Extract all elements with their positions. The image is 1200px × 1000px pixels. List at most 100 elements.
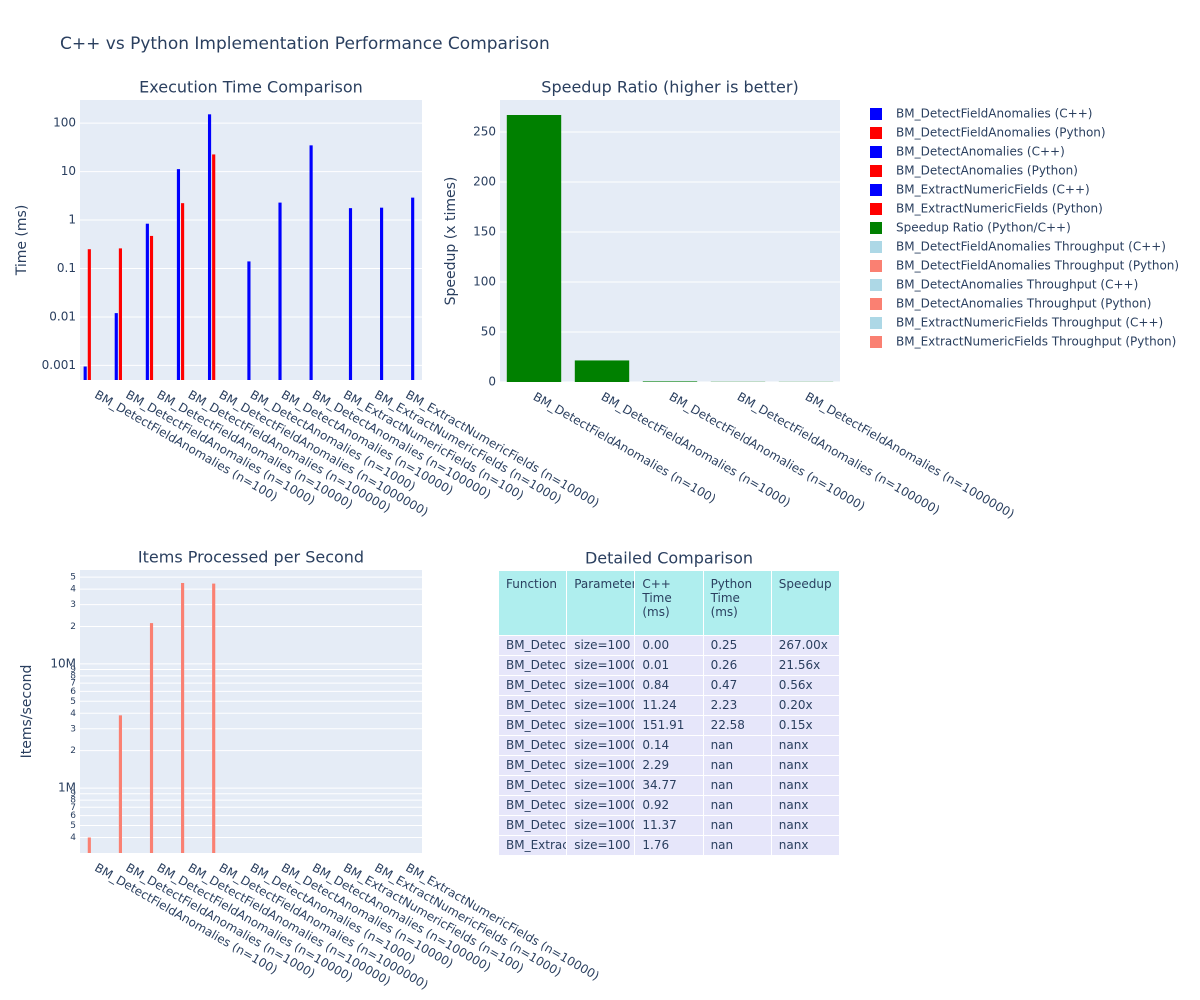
- bar: [212, 583, 216, 853]
- legend-label: BM_ExtractNumericFields (C++): [896, 183, 1090, 197]
- table-cell: 0.01: [634, 655, 704, 676]
- bar: [348, 208, 353, 380]
- table-cell: size=1000: [566, 735, 636, 756]
- table-cell: 34.77: [634, 775, 704, 796]
- table-cell: 0.14: [634, 735, 704, 756]
- legend-label: BM_DetectFieldAnomalies Throughput (Pyth…: [896, 259, 1179, 273]
- legend-swatch: [870, 165, 882, 177]
- table-cell: BM_Detec: [497, 715, 568, 736]
- table-cell: size=1000: [566, 815, 636, 836]
- table-cell: size=1000: [566, 695, 636, 716]
- y-tick-label: 1M: [58, 781, 76, 795]
- header-cell: Speedup: [770, 570, 841, 636]
- comparison-table: FunctionParametersC++ Time (ms)Python Ti…: [497, 570, 841, 856]
- table-cell: BM_Detec: [497, 695, 568, 716]
- table-cell: nanx: [770, 755, 841, 776]
- table-row: BM_Detec size=1000 34.77 nan nanx: [497, 775, 841, 796]
- y-tick-label: 2: [70, 746, 76, 756]
- legend-swatch: [870, 279, 882, 291]
- table-cell: BM_Detec: [497, 795, 568, 816]
- table-cell: 0.15x: [770, 715, 841, 736]
- table-row: BM_Detec size=1000 0.84 0.47 0.56x: [497, 675, 841, 696]
- table-cell: BM_Detec: [497, 815, 568, 836]
- y-tick-label: 2: [70, 622, 76, 632]
- table-row: BM_Detec size=100 0.00 0.25 267.00x: [497, 635, 841, 656]
- y-tick-label: 8: [70, 671, 76, 681]
- y-tick-label: 5: [70, 573, 76, 583]
- bar: [574, 360, 630, 382]
- table-cell: nan: [702, 835, 772, 856]
- legend-swatch: [870, 108, 882, 120]
- y-tick-label: 100: [53, 116, 76, 130]
- bar: [207, 114, 212, 380]
- header-cell: Function: [497, 570, 568, 636]
- y-tick-label: 5: [70, 697, 76, 707]
- table-cell: nan: [702, 775, 772, 796]
- table-cell: nanx: [770, 775, 841, 796]
- chart-title: Items Processed per Second: [138, 548, 364, 567]
- y-tick-label: 4: [70, 585, 76, 595]
- table-cell: size=1000: [566, 655, 636, 676]
- y-tick-label: 4: [70, 709, 76, 719]
- table-cell: nanx: [770, 835, 841, 856]
- table-row: BM_Detec size=1000 151.91 22.58 0.15x: [497, 715, 841, 736]
- table-cell: 0.00: [634, 635, 704, 656]
- table-cell: 22.58: [702, 715, 772, 736]
- table-cell: size=1000: [566, 755, 636, 776]
- table-cell: nan: [702, 815, 772, 836]
- bar: [309, 145, 313, 380]
- y-axis-title: Items/second: [19, 665, 35, 759]
- legend-swatch: [870, 317, 882, 329]
- y-tick-label: 6: [70, 687, 76, 697]
- table-cell: nan: [702, 795, 772, 816]
- table-cell: 0.84: [634, 675, 704, 696]
- table-cell: 0.47: [702, 675, 772, 696]
- legend-swatch: [870, 127, 882, 139]
- legend-label: BM_DetectAnomalies (Python): [896, 164, 1078, 178]
- legend-label: BM_DetectFieldAnomalies (C++): [896, 107, 1092, 121]
- bar: [247, 261, 251, 380]
- table-cell: nan: [702, 735, 772, 756]
- chart-title: Speedup Ratio (higher is better): [541, 78, 798, 97]
- bar: [149, 235, 154, 380]
- y-tick-label: 8: [70, 796, 76, 806]
- legend-swatch: [870, 260, 882, 272]
- legend-swatch: [870, 146, 882, 158]
- plot-background: [80, 100, 422, 380]
- y-tick-label: 250: [473, 125, 496, 139]
- table-cell: nanx: [770, 815, 841, 836]
- table-row: BM_Detec size=1000 0.01 0.26 21.56x: [497, 655, 841, 676]
- y-axis-title: Time (ms): [14, 205, 30, 277]
- table-row: BM_Detec size=1000 0.14 nan nanx: [497, 735, 841, 756]
- y-tick-label: 200: [473, 175, 496, 189]
- y-tick-label: 0.1: [57, 261, 76, 275]
- table-cell: 11.24: [634, 695, 704, 716]
- table-cell: 0.25: [702, 635, 772, 656]
- table-row: BM_Detec size=1000 11.24 2.23 0.20x: [497, 695, 841, 716]
- bar: [212, 154, 216, 380]
- legend-swatch: [870, 241, 882, 253]
- table-title: Detailed Comparison: [585, 549, 753, 568]
- legend-label: Speedup Ratio (Python/C++): [896, 221, 1071, 235]
- legend-label: BM_DetectAnomalies Throughput (Python): [896, 297, 1151, 311]
- legend-swatch: [870, 298, 882, 310]
- y-tick-label: 0.001: [42, 358, 76, 372]
- page-title: C++ vs Python Implementation Performance…: [60, 34, 550, 54]
- table-cell: BM_Detec: [497, 755, 568, 776]
- table-cell: 11.37: [634, 815, 704, 836]
- bar: [506, 115, 562, 382]
- y-tick-label: 9: [70, 665, 76, 675]
- table-cell: size=1000: [566, 775, 636, 796]
- legend-swatch: [870, 336, 882, 348]
- legend-label: BM_ExtractNumericFields (Python): [896, 202, 1103, 216]
- y-tick-label: 100: [473, 275, 496, 289]
- table-cell: size=100: [566, 835, 636, 856]
- bar: [278, 202, 282, 380]
- y-tick-label: 5: [70, 821, 76, 831]
- bar: [87, 249, 91, 380]
- table-cell: size=1000: [566, 675, 636, 696]
- bar: [118, 715, 122, 853]
- chart-title: Execution Time Comparison: [139, 78, 363, 97]
- y-tick-label: 6: [70, 811, 76, 821]
